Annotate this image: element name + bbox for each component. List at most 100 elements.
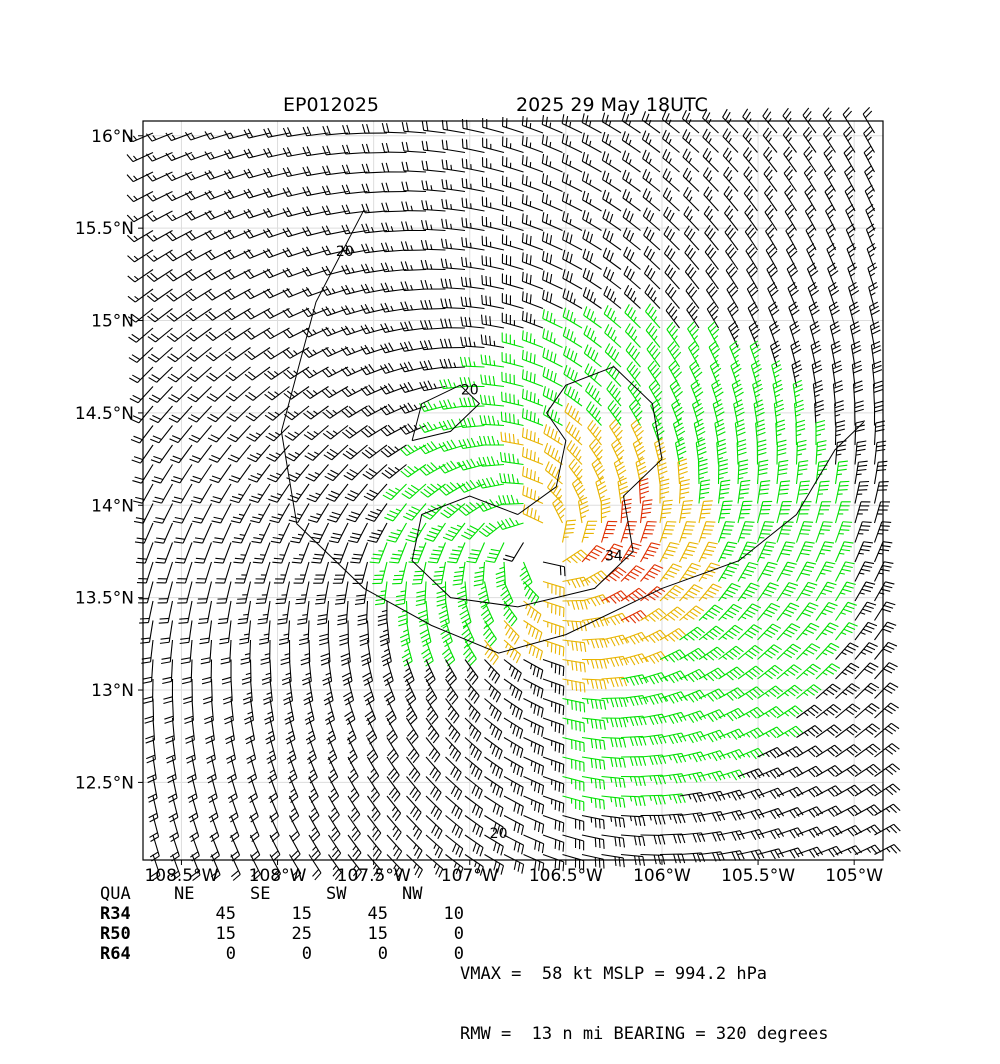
wind-barb — [797, 644, 820, 660]
wind-barb — [816, 522, 833, 543]
wind-barb — [582, 757, 605, 770]
wind-barb — [699, 501, 713, 523]
wind-barb — [592, 458, 604, 484]
wind-barb — [159, 601, 173, 623]
wind-barb — [442, 239, 465, 250]
wind-barb — [447, 543, 465, 563]
wind-barb — [247, 445, 270, 462]
wind-barb — [483, 118, 504, 133]
wind-barb — [758, 645, 782, 660]
wind-barb — [524, 718, 544, 737]
wind-barb — [442, 140, 465, 153]
wind-barb — [699, 626, 724, 640]
wind-barb — [504, 660, 521, 682]
cell-ne: 0 — [160, 944, 236, 964]
wind-barb — [644, 227, 660, 250]
wind-barb — [777, 460, 788, 484]
wind-barb — [843, 108, 855, 133]
wind-barb — [483, 157, 504, 172]
wind-barb — [504, 718, 523, 739]
wind-barb — [744, 167, 758, 192]
wind-barb — [680, 480, 690, 504]
wind-barb — [582, 835, 604, 849]
wind-barb — [602, 757, 626, 768]
wind-barb — [428, 543, 446, 563]
wind-barb — [442, 199, 465, 211]
lat-tick-label: 14°N — [91, 496, 134, 516]
cell-se: 0 — [236, 944, 312, 964]
wind-barb — [855, 643, 878, 660]
wind-barb — [522, 428, 543, 445]
wind-barb — [502, 392, 524, 406]
wind-barb — [875, 622, 897, 640]
wind-barb — [315, 582, 328, 604]
wind-barb — [210, 465, 231, 483]
wind-barb — [480, 415, 504, 425]
wind-barb — [602, 855, 625, 868]
wind-barb — [384, 504, 406, 521]
wind-barb — [602, 635, 628, 646]
wind-barb — [664, 226, 680, 250]
wind-barb — [603, 171, 621, 192]
wind-barb — [621, 566, 644, 582]
wind-barb — [683, 129, 699, 152]
wind-barb — [176, 562, 192, 583]
wind-barb — [346, 504, 367, 522]
wind-barb — [719, 708, 745, 721]
wind-barb — [719, 563, 739, 582]
wind-barb — [665, 265, 680, 289]
wind-barb — [855, 461, 868, 484]
wind-barb — [582, 699, 606, 710]
lat-tick-label: 12.5°N — [75, 773, 134, 793]
wind-barb — [522, 272, 543, 289]
wind-barb — [582, 738, 605, 750]
wind-barb — [522, 369, 543, 386]
wind-barb — [175, 543, 192, 564]
wind-barb — [684, 187, 699, 211]
wind-barb — [604, 305, 621, 328]
wind-barb — [138, 582, 153, 603]
wind-barb — [426, 777, 441, 801]
lat-tick-label: 13°N — [91, 681, 134, 701]
wind-barb — [272, 543, 289, 564]
vmax-mslp-line: VMAX = 58 kt MSLP = 994.2 hPa — [460, 964, 828, 984]
wind-barb — [137, 562, 153, 583]
wind-barb — [151, 445, 173, 463]
wind-barb — [699, 605, 723, 620]
wind-barb — [188, 387, 212, 402]
wind-barb — [703, 168, 718, 192]
wind-barb — [543, 679, 564, 696]
wind-barb — [228, 445, 250, 462]
wind-barb — [485, 738, 503, 760]
wind-barb — [563, 577, 589, 588]
wind-barb — [797, 664, 821, 679]
wind-barb — [582, 816, 604, 830]
wind-barb — [523, 447, 543, 464]
wind-barb — [602, 521, 618, 542]
wind-barb — [247, 757, 256, 783]
wind-barb — [522, 233, 543, 250]
wind-barb — [482, 315, 504, 328]
wind-barb — [743, 128, 757, 152]
wind-barb — [582, 617, 608, 627]
wind-barb — [499, 495, 524, 504]
wind-barb — [816, 603, 837, 621]
wind-barb — [271, 523, 290, 543]
wind-barb — [604, 286, 621, 308]
wind-barb — [875, 764, 900, 777]
wind-barb — [583, 287, 601, 308]
gridlines — [143, 121, 883, 860]
wind-barb — [308, 504, 328, 523]
wind-barb — [523, 504, 543, 523]
wind-barb — [738, 604, 761, 621]
wind-barb — [465, 738, 481, 761]
wind-barb — [777, 583, 798, 601]
wind-barb — [875, 461, 888, 484]
rmw-bearing-line: RMW = 13 n mi BEARING = 320 degrees — [460, 1024, 828, 1044]
wind-barb — [524, 738, 544, 757]
wind-barb — [207, 406, 231, 422]
wind-barb — [582, 152, 601, 172]
wind-barb — [680, 501, 693, 523]
wind-barb — [231, 504, 251, 523]
